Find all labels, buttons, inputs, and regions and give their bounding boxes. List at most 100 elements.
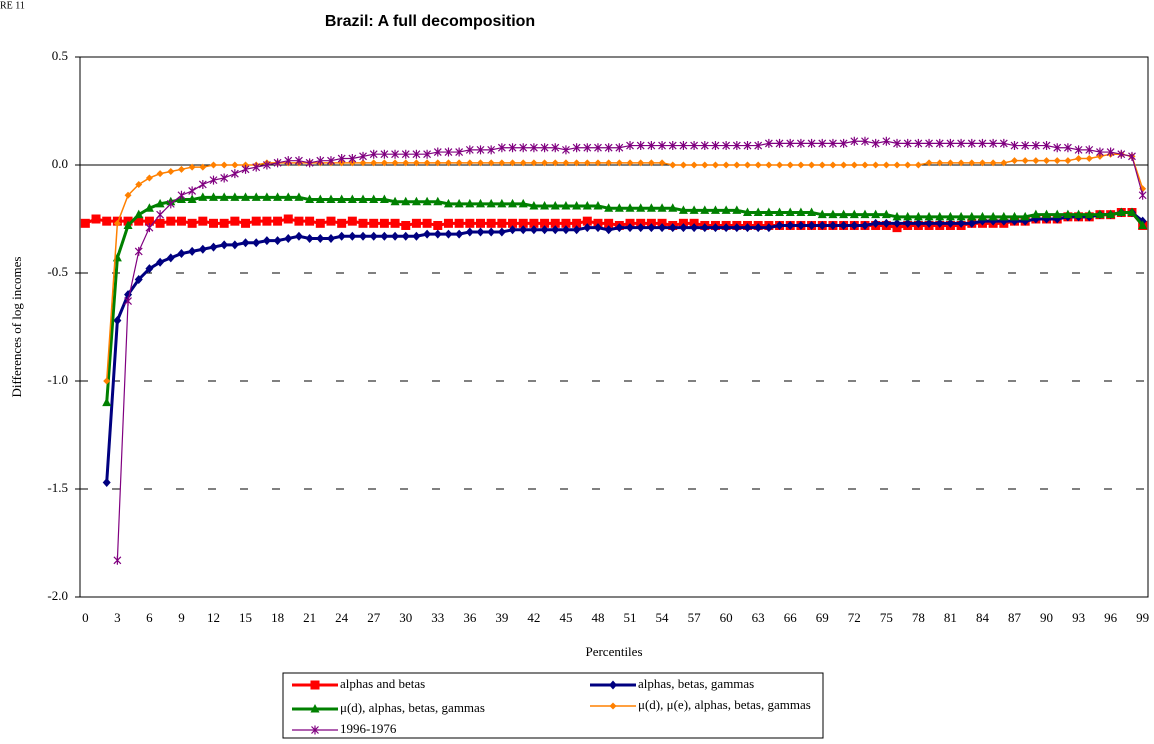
data-point — [519, 143, 528, 153]
data-point — [754, 161, 762, 169]
data-point — [156, 210, 165, 220]
x-tick-label: 81 — [944, 610, 957, 625]
x-tick-label: 0 — [82, 610, 89, 625]
data-point — [550, 201, 560, 210]
data-point — [850, 220, 859, 230]
data-point — [573, 159, 581, 167]
data-point — [102, 478, 111, 488]
data-point — [465, 198, 475, 208]
data-point — [273, 236, 282, 246]
data-point — [134, 209, 144, 219]
data-point — [722, 223, 731, 233]
data-point — [358, 194, 368, 204]
data-point — [359, 159, 367, 167]
data-point — [305, 233, 314, 243]
data-point — [1031, 209, 1041, 219]
data-point — [1063, 143, 1072, 153]
data-point — [262, 160, 271, 170]
data-point — [1031, 141, 1040, 151]
x-tick-label: 69 — [816, 610, 829, 625]
data-point — [786, 138, 795, 148]
data-point — [444, 229, 453, 239]
data-point — [519, 159, 527, 167]
data-point — [454, 198, 464, 208]
data-point — [273, 216, 283, 226]
y-tick-label: -1.5 — [47, 480, 68, 495]
data-point — [936, 159, 944, 167]
data-point — [925, 218, 934, 228]
data-point — [743, 141, 752, 151]
data-point — [252, 162, 261, 172]
data-point — [1020, 211, 1030, 221]
data-point — [508, 218, 518, 228]
data-point — [113, 555, 122, 565]
data-point — [914, 218, 923, 228]
x-tick-label: 30 — [399, 610, 412, 625]
data-point — [1116, 207, 1126, 217]
y-tick-label: -1.0 — [47, 372, 68, 387]
x-tick-label: 66 — [784, 610, 798, 625]
data-point — [1084, 209, 1094, 219]
data-point — [1096, 147, 1104, 157]
data-point — [497, 198, 507, 208]
data-point — [636, 203, 646, 212]
data-point — [529, 143, 538, 153]
data-point — [658, 223, 667, 233]
data-point — [252, 238, 261, 248]
data-point — [455, 147, 464, 157]
data-point — [390, 196, 400, 206]
data-point — [551, 159, 559, 167]
data-point — [433, 229, 442, 239]
data-point — [1042, 209, 1052, 219]
data-point — [968, 159, 976, 167]
data-point — [251, 192, 261, 201]
data-point — [744, 161, 751, 169]
plot-frame — [79, 56, 1149, 598]
data-point — [626, 141, 634, 151]
data-point — [177, 190, 186, 200]
data-point — [145, 264, 154, 274]
data-point — [989, 159, 997, 167]
data-point — [743, 207, 752, 217]
legend-marker — [609, 680, 617, 690]
data-point — [166, 199, 175, 209]
data-point — [594, 143, 602, 153]
data-point — [326, 233, 335, 243]
data-point — [593, 201, 603, 210]
data-point — [135, 180, 143, 188]
data-point — [572, 218, 582, 228]
data-point — [198, 179, 207, 189]
x-tick-label: 99 — [1136, 610, 1149, 625]
data-point — [80, 218, 90, 228]
data-point — [710, 205, 720, 214]
data-point — [444, 147, 453, 157]
chart-title: Brazil: A full decomposition — [325, 13, 535, 30]
x-tick-label: 6 — [146, 610, 153, 625]
data-point — [443, 218, 453, 228]
x-tick-label: 96 — [1104, 610, 1118, 625]
data-point — [1075, 155, 1083, 163]
data-point — [583, 159, 591, 167]
data-point — [476, 218, 485, 228]
data-point — [1053, 157, 1061, 165]
data-point — [957, 138, 966, 148]
data-point — [775, 220, 784, 230]
data-point — [807, 220, 816, 230]
data-point — [946, 159, 954, 167]
data-point — [604, 203, 614, 212]
x-tick-label: 45 — [559, 610, 572, 625]
data-point — [391, 231, 400, 241]
data-point — [145, 223, 154, 233]
data-point — [1021, 141, 1030, 151]
data-point — [754, 141, 763, 151]
data-point — [411, 196, 421, 206]
x-tick-label: 24 — [335, 610, 349, 625]
data-point — [701, 161, 709, 169]
data-point — [839, 138, 848, 148]
data-point — [530, 159, 538, 167]
data-point — [412, 231, 421, 241]
y-tick-label: 0.5 — [52, 48, 68, 63]
x-tick-label: 36 — [463, 610, 477, 625]
data-point — [113, 219, 121, 227]
data-point — [284, 156, 293, 166]
